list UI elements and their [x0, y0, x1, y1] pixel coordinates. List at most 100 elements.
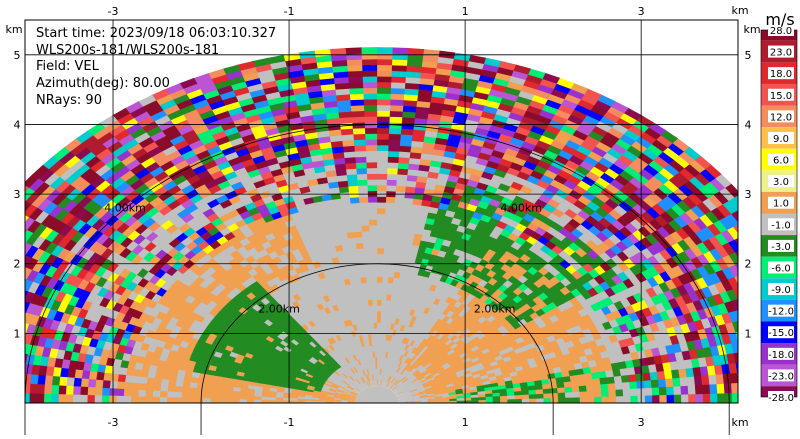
velocity-cell [630, 395, 638, 403]
velocity-cell [659, 394, 667, 403]
velocity-cell [375, 70, 391, 77]
velocity-cell [361, 76, 377, 83]
velocity-cell [363, 116, 377, 123]
velocity-cell [365, 156, 377, 163]
velocity-cell [681, 393, 689, 403]
velocity-cell [638, 395, 646, 403]
velocity-cell [381, 294, 387, 301]
velocity-cell [367, 208, 377, 215]
velocity-cell [724, 392, 732, 403]
velocity-cell [371, 271, 378, 278]
velocity-cell [601, 396, 609, 403]
velocity-cell [377, 334, 380, 340]
velocity-cell [383, 236, 391, 243]
velocity-cell [376, 230, 384, 237]
velocity-cell [370, 259, 377, 266]
velocity-cell [717, 392, 725, 403]
velocity-cell [370, 253, 377, 260]
velocity-cell [361, 70, 377, 77]
velocity-cell [368, 219, 377, 226]
velocity-cell [366, 179, 377, 186]
velocity-cell [376, 104, 391, 111]
velocity-cell [383, 248, 391, 255]
velocity-cell [565, 397, 573, 403]
velocity-cell [376, 156, 388, 163]
velocity-cell [376, 271, 383, 278]
velocity-cell [376, 196, 386, 203]
velocity-cell [368, 213, 377, 220]
velocity-cell [377, 293, 382, 299]
velocity-cell [688, 393, 696, 403]
velocity-cell [376, 208, 386, 215]
velocity-cell [376, 173, 387, 180]
velocity-cell [377, 362, 379, 368]
velocity-cell [360, 53, 377, 60]
velocity-cell [372, 293, 377, 300]
velocity-cell [376, 116, 390, 123]
velocity-cell [364, 139, 377, 146]
velocity-cell [376, 87, 392, 94]
velocity-cell [344, 47, 362, 54]
velocity-cell [361, 82, 377, 89]
velocity-cell [544, 398, 552, 403]
velocity-cell [362, 99, 377, 106]
velocity-cell [376, 202, 386, 209]
velocity-cell [369, 248, 377, 255]
velocity-cell [391, 47, 409, 54]
velocity-cell [376, 190, 386, 197]
velocity-cell [376, 179, 387, 186]
velocity-cell [362, 93, 377, 100]
velocity-cell [376, 242, 384, 249]
velocity-cell [375, 59, 392, 66]
velocity-cell [376, 93, 391, 100]
velocity-cell [376, 167, 388, 174]
velocity-cell [376, 162, 388, 169]
velocity-cell [376, 282, 382, 289]
velocity-cell [522, 398, 530, 403]
velocity-cell [363, 110, 377, 117]
velocity-cell [376, 133, 389, 140]
velocity-cell [376, 236, 384, 243]
velocity-cell [375, 47, 393, 54]
velocity-cell [375, 53, 392, 60]
velocity-cell [377, 316, 381, 322]
velocity-cell [381, 305, 386, 312]
velocity-cell [609, 396, 617, 403]
velocity-cell [382, 276, 388, 283]
velocity-cell [376, 145, 389, 152]
velocity-cell [380, 311, 385, 318]
velocity-cell [364, 133, 377, 140]
velocity-cell [366, 173, 377, 180]
velocity-cell [515, 399, 523, 403]
velocity-cell [376, 253, 383, 260]
velocity-cell [384, 231, 393, 238]
velocity-cell [377, 299, 382, 305]
velocity-cell [376, 276, 382, 282]
velocity-cell [376, 150, 388, 157]
velocity-cell [384, 213, 394, 220]
velocity-cell [366, 167, 378, 174]
velocity-cell [377, 311, 382, 317]
velocity-cell [376, 99, 391, 106]
velocity-cell [382, 282, 388, 289]
velocity-cell [362, 87, 378, 94]
velocity-cell [376, 225, 385, 232]
velocity-cell [616, 395, 624, 403]
velocity-cell [667, 394, 675, 403]
velocity-cell [377, 351, 380, 357]
velocity-cell [406, 48, 424, 56]
velocity-cell [364, 145, 377, 152]
velocity-cell [587, 396, 595, 403]
velocity-cell [367, 202, 377, 209]
velocity-cell [376, 139, 389, 146]
velocity-cell [572, 397, 580, 403]
velocity-cell [703, 393, 711, 403]
velocity-cell [382, 271, 389, 278]
velocity-cell [368, 225, 377, 232]
velocity-cell [376, 219, 385, 226]
velocity-cell [580, 397, 588, 403]
velocity-cell [364, 127, 378, 134]
velocity-cell [377, 322, 381, 328]
